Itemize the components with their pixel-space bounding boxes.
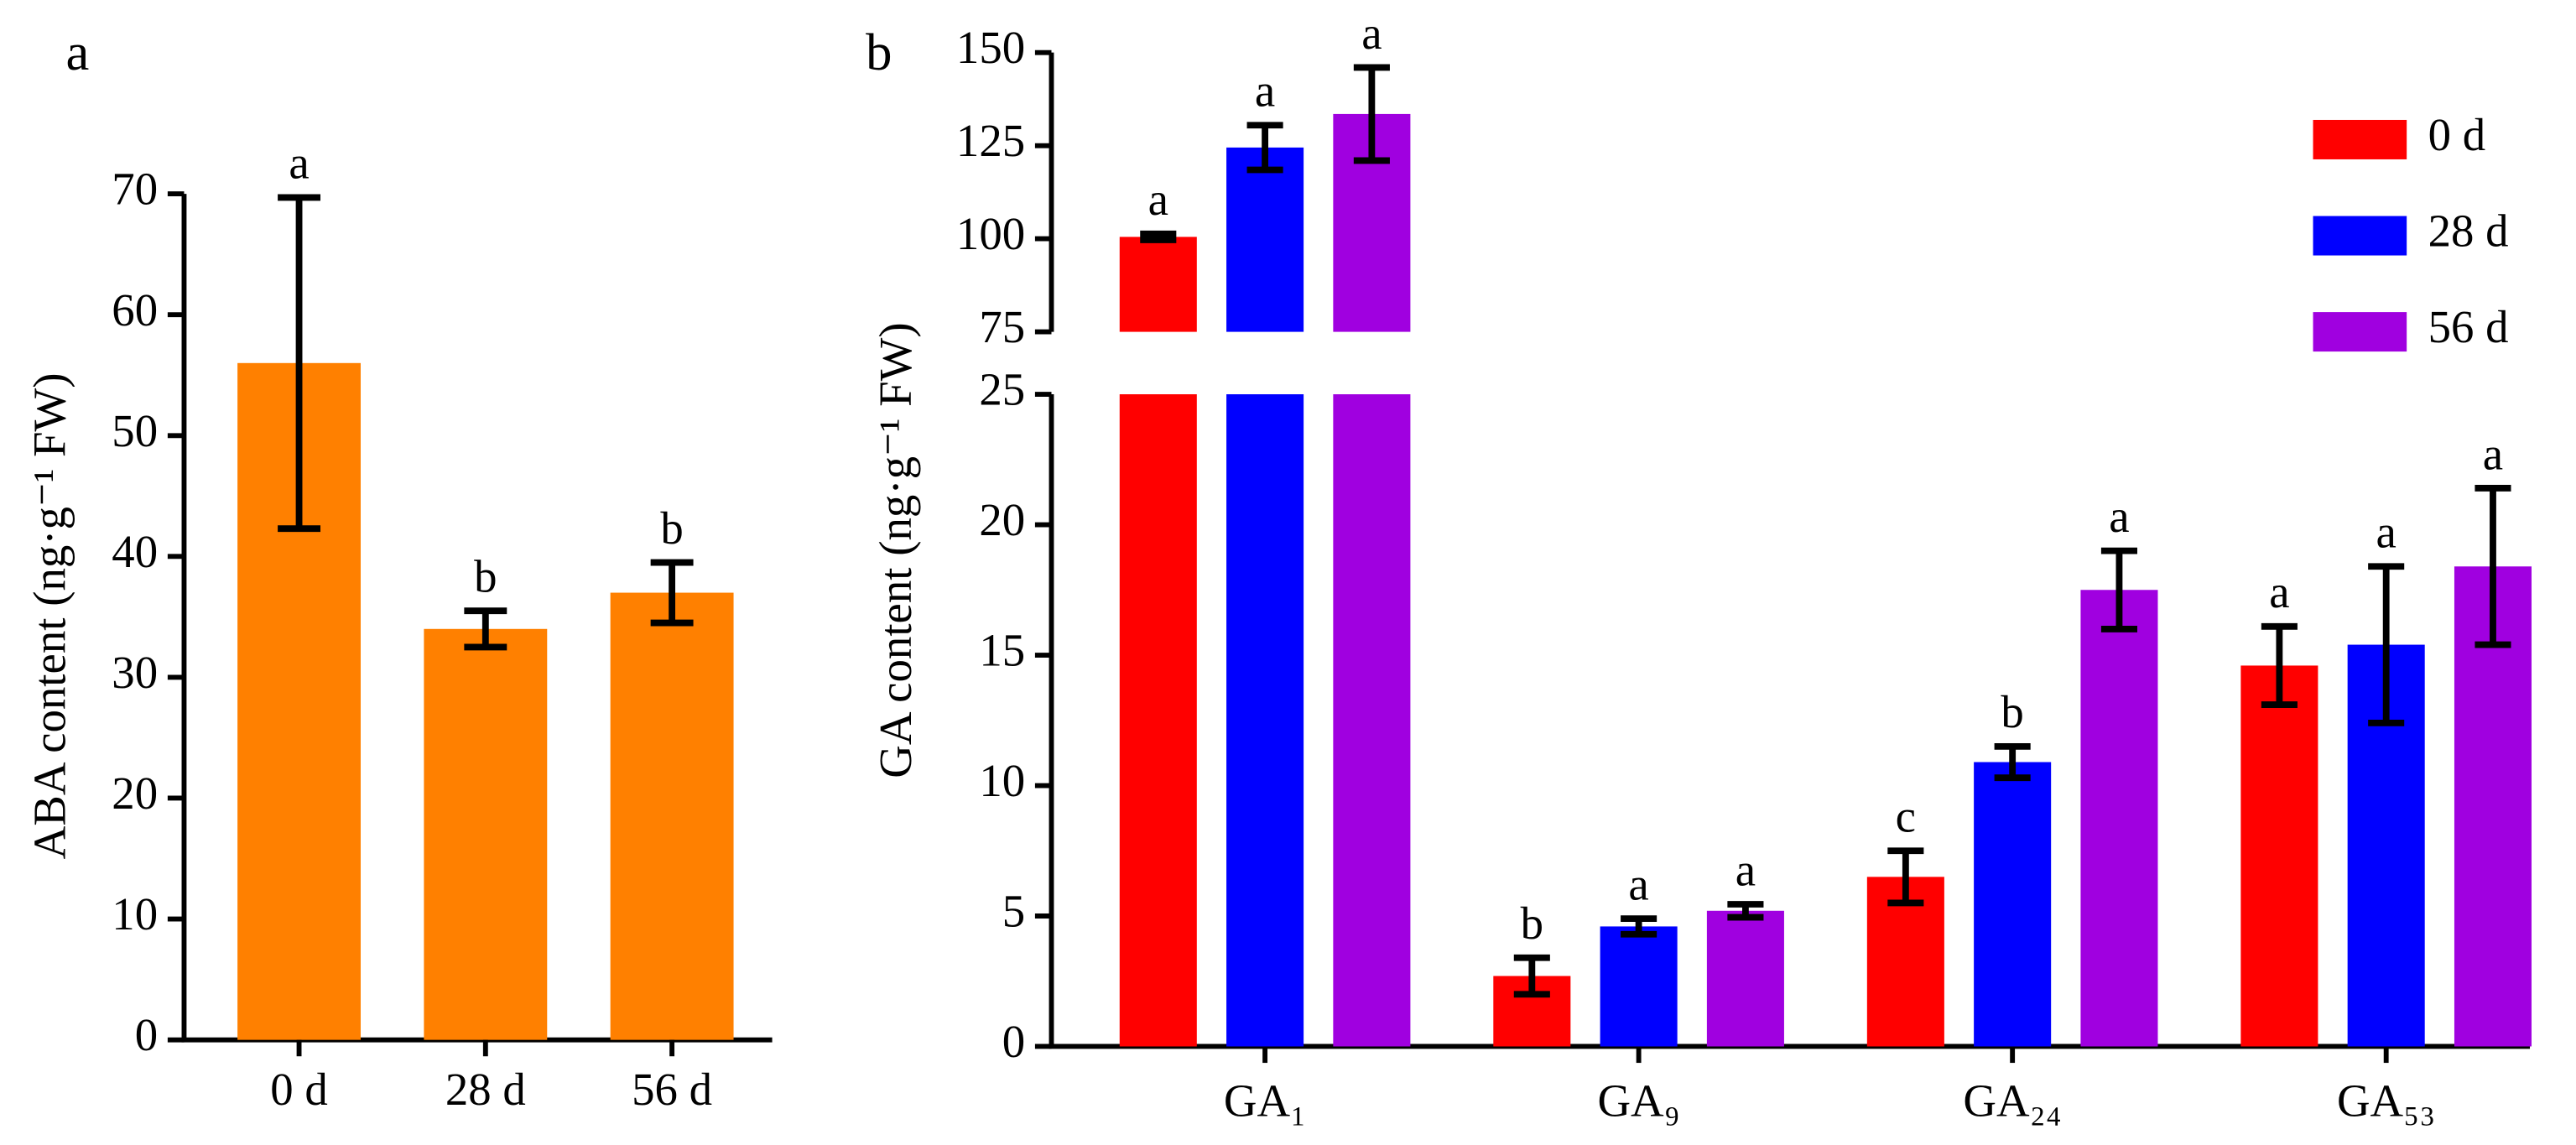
significance-letter: b [660, 502, 683, 554]
bar [1119, 237, 1197, 332]
legend-label: 28 d [2428, 206, 2509, 257]
significance-letter: b [1521, 898, 1543, 949]
error-bar [2100, 547, 2137, 632]
significance-letter: a [2376, 507, 2396, 558]
bar [2080, 590, 2158, 1047]
bar [1226, 147, 1304, 332]
significance-letter: a [2269, 566, 2289, 617]
x-tick-label: 56 d [632, 1064, 712, 1115]
y-tick-label: 75 [979, 301, 1025, 352]
significance-letter: a [1148, 174, 1168, 225]
error-bar [2368, 563, 2405, 726]
x-tick-label: GA₁ [1224, 1075, 1306, 1127]
legend-swatch [2313, 312, 2407, 352]
error-bar [1887, 847, 1924, 907]
y-tick-label: 50 [112, 405, 158, 456]
bar [1600, 926, 1678, 1047]
y-tick-label: 20 [979, 494, 1025, 545]
y-tick-label: 40 [112, 526, 158, 577]
y-tick-label: 15 [979, 625, 1025, 676]
y-tick-label: 5 [1002, 886, 1025, 937]
bar [1333, 394, 1411, 1047]
significance-letter: a [1628, 858, 1648, 909]
x-tick-label: GA₅₃ [2337, 1075, 2435, 1127]
significance-letter: a [2483, 428, 2503, 479]
y-tick-label: 0 [1002, 1016, 1025, 1067]
significance-letter: a [289, 138, 309, 189]
y-tick-label: 25 [979, 364, 1025, 415]
x-tick-label: 28 d [445, 1064, 526, 1115]
y-tick-label: 10 [979, 755, 1025, 806]
y-tick-label: 100 [956, 208, 1025, 259]
bar [1119, 394, 1197, 1047]
legend-label: 0 d [2428, 109, 2486, 160]
panel-label: b [866, 23, 892, 81]
error-bar [464, 607, 507, 651]
bar [2240, 665, 2318, 1047]
y-tick-label: 10 [112, 888, 158, 939]
bar [610, 592, 734, 1040]
error-bar [1246, 122, 1283, 174]
y-axis-label: GA content (ng·g⁻¹ FW) [870, 322, 921, 778]
error-bar [650, 559, 694, 627]
error-bar [1621, 915, 1657, 938]
error-bar [1513, 954, 1550, 998]
error-bar [1140, 230, 1177, 243]
error-bar [1727, 901, 1764, 921]
significance-letter: a [1736, 844, 1756, 895]
x-tick-label: GA₂₄ [1963, 1075, 2061, 1127]
significance-letter: a [1255, 65, 1275, 117]
legend-label: 56 d [2428, 301, 2509, 352]
bar [424, 628, 548, 1040]
error-bar [278, 194, 321, 533]
error-bar [1353, 64, 1390, 164]
error-bar [2261, 622, 2298, 709]
bar [1226, 394, 1304, 1047]
y-tick-label: 125 [956, 115, 1025, 166]
significance-letter: b [474, 550, 497, 601]
bar [1974, 762, 2052, 1047]
y-tick-label: 70 [112, 164, 158, 215]
bar [1706, 910, 1784, 1047]
legend-swatch [2313, 216, 2407, 256]
significance-letter: c [1896, 791, 1916, 842]
y-tick-label: 30 [112, 647, 158, 698]
legend-swatch [2313, 119, 2407, 159]
y-tick-label: 0 [135, 1009, 158, 1060]
y-tick-label: 60 [112, 284, 158, 336]
x-tick-label: GA₉ [1597, 1075, 1679, 1127]
x-tick-label: 0 d [270, 1064, 328, 1115]
error-bar [1994, 742, 2031, 782]
significance-letter: b [2001, 686, 2023, 737]
panel-label: a [65, 23, 89, 81]
error-bar [2475, 485, 2511, 648]
y-axis-label: ABA content (ng·g⁻¹ FW) [23, 372, 75, 859]
significance-letter: a [2109, 491, 2129, 542]
significance-letter: a [1361, 8, 1382, 59]
y-tick-label: 20 [112, 768, 158, 819]
y-tick-label: 150 [956, 22, 1025, 73]
